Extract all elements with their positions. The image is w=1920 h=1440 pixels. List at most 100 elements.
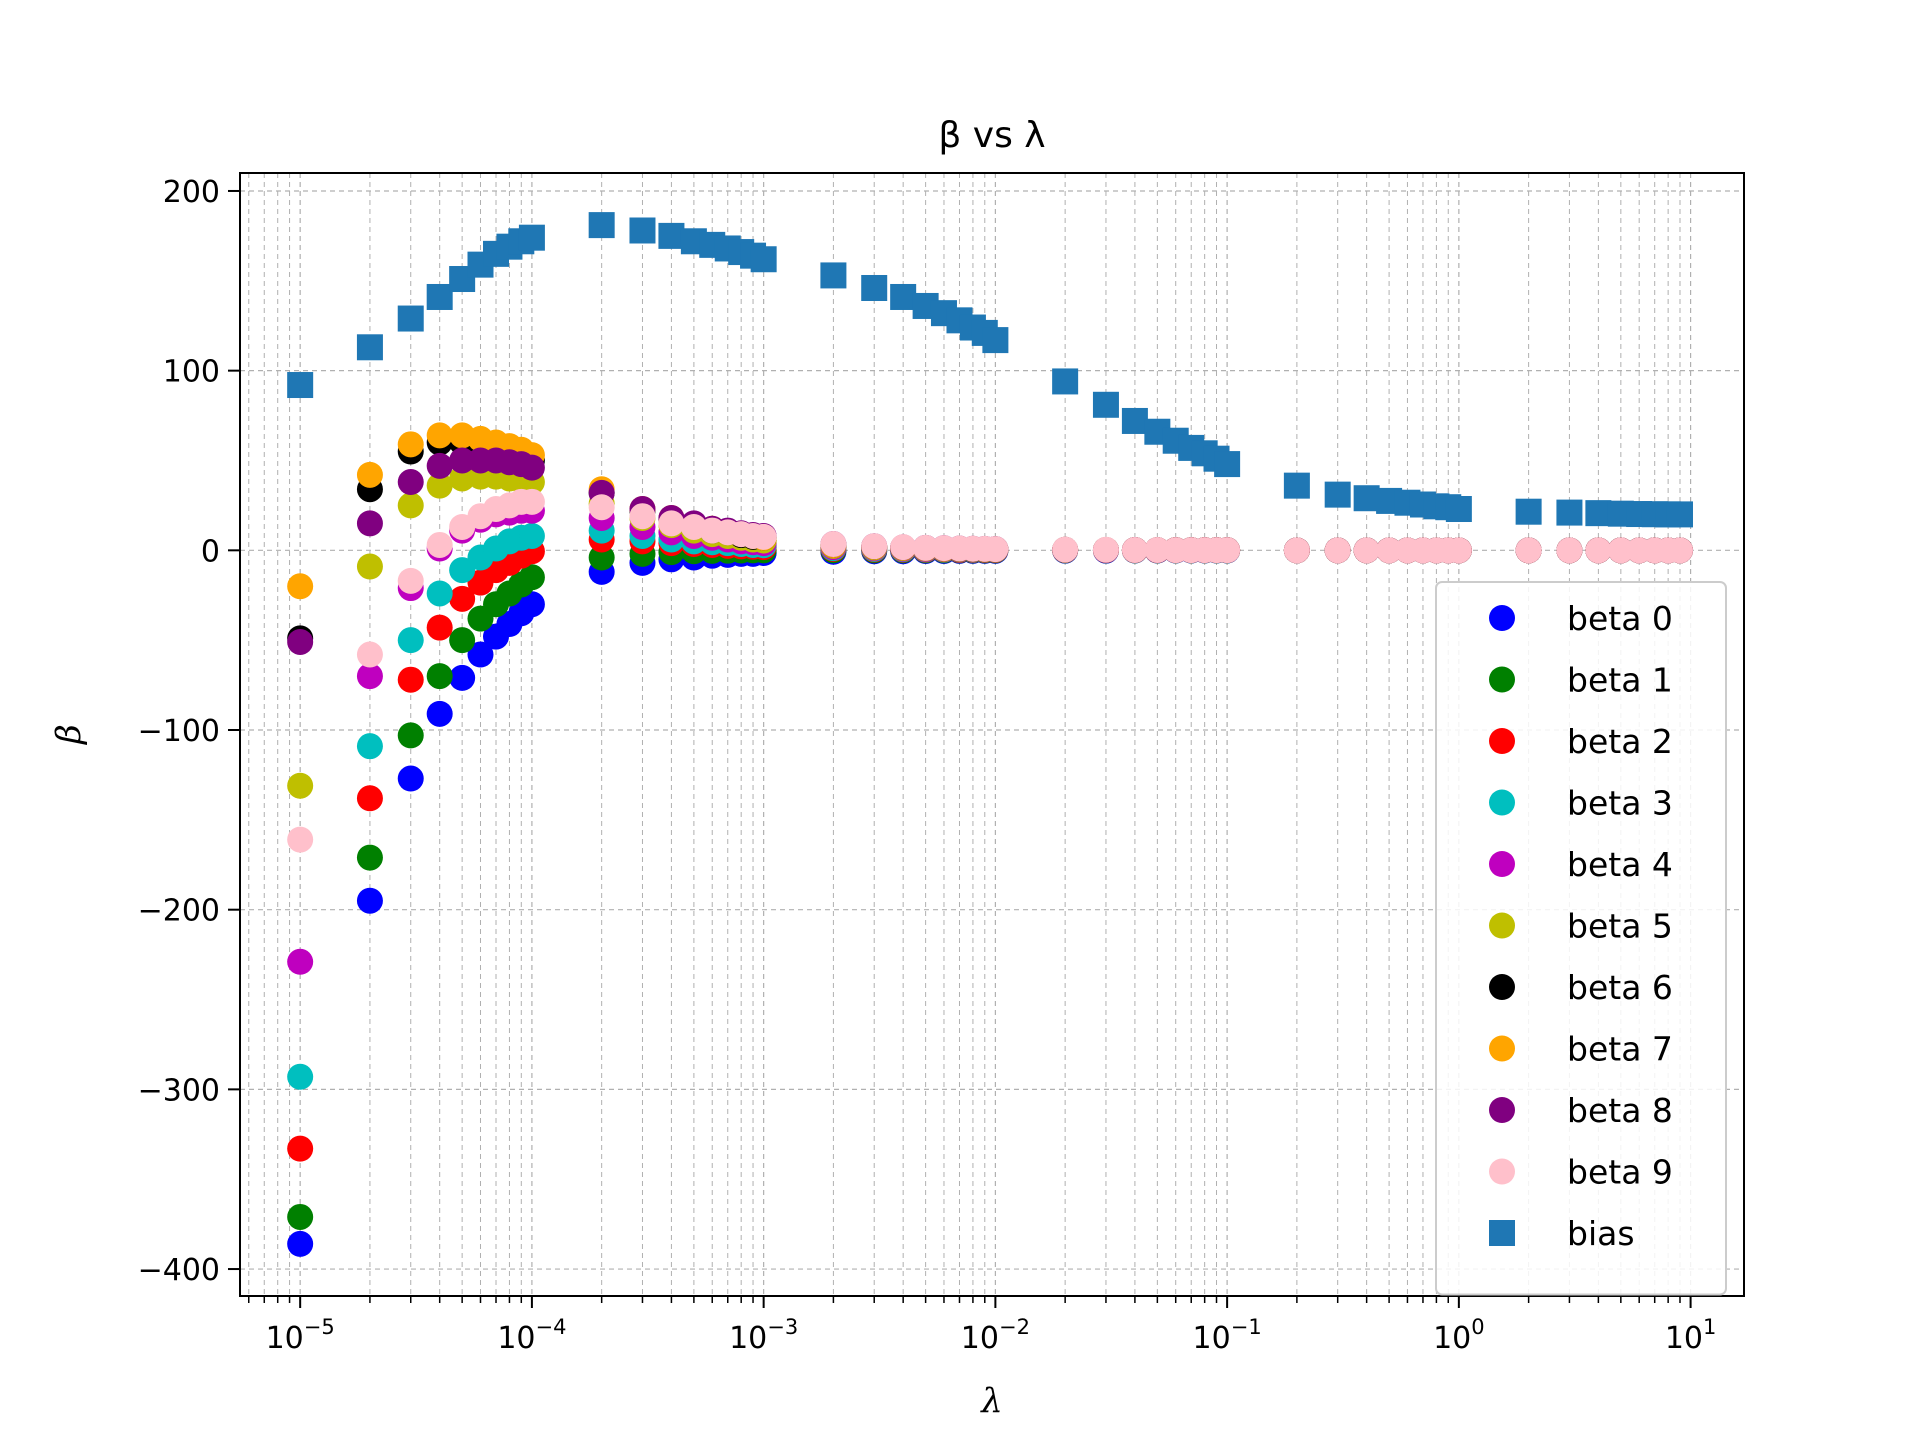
data-marks — [287, 212, 1693, 1257]
bias-marker — [1445, 496, 1472, 523]
x-axis-label: λ — [979, 1381, 1003, 1421]
point-marker — [467, 641, 494, 668]
point-marker — [356, 844, 383, 871]
point-marker — [287, 1135, 314, 1162]
legend-marker — [1489, 974, 1515, 1000]
point-marker — [426, 422, 453, 449]
point-marker — [1515, 537, 1542, 564]
point-marker — [890, 534, 917, 561]
bias-marker — [426, 283, 453, 310]
point-marker — [287, 1203, 314, 1230]
bias-marker — [658, 222, 685, 249]
legend-label: beta 1 — [1567, 661, 1673, 700]
legend-marker — [1489, 851, 1515, 877]
point-marker — [426, 580, 453, 607]
point-marker — [629, 503, 656, 530]
bias-marker — [1052, 368, 1079, 395]
point-marker — [356, 663, 383, 690]
legend-label: beta 0 — [1567, 599, 1673, 638]
point-marker — [287, 573, 314, 600]
point-marker — [1556, 537, 1583, 564]
y-tick-label: 100 — [163, 355, 220, 390]
legend-label: beta 8 — [1567, 1091, 1673, 1130]
point-marker — [287, 948, 314, 975]
axes: 10−5 10−4 10−3 10−2 10−1 100 101 200 100 0 −100 −20… — [138, 175, 1717, 1356]
point-marker — [861, 533, 888, 560]
legend-marker — [1489, 789, 1515, 816]
y-tick-label: −100 — [138, 714, 220, 749]
series-bias — [287, 212, 1693, 528]
y-tick-label: 0 — [201, 534, 220, 569]
point-marker — [449, 557, 476, 584]
bias-marker — [397, 305, 424, 332]
point-marker — [1353, 537, 1380, 564]
bias-marker — [1324, 481, 1351, 508]
point-marker — [356, 461, 383, 488]
x-tick-label: 101 — [1665, 1315, 1717, 1356]
bias-marker — [629, 217, 656, 244]
point-marker — [397, 722, 424, 749]
point-marker — [397, 492, 424, 519]
legend: beta 0 beta 1 beta 2 beta 3 beta 4 beta 5 beta… — [1435, 581, 1727, 1296]
legend-marker — [1489, 912, 1515, 939]
point-marker — [1445, 537, 1472, 564]
point-marker — [982, 536, 1009, 563]
legend-label: beta 2 — [1567, 722, 1673, 761]
point-marker — [518, 564, 545, 591]
point-marker — [1121, 536, 1148, 563]
bias-marker — [982, 327, 1009, 354]
point-marker — [1607, 537, 1634, 564]
point-marker — [356, 733, 383, 760]
legend-label: beta 4 — [1567, 845, 1673, 884]
point-marker — [426, 531, 453, 558]
point-marker — [449, 627, 476, 654]
point-marker — [397, 765, 424, 792]
point-marker — [287, 772, 314, 799]
point-marker — [356, 785, 383, 812]
bias-marker — [1353, 485, 1380, 512]
point-marker — [820, 531, 847, 558]
bias-marker — [1121, 407, 1148, 434]
legend-label: beta 9 — [1567, 1153, 1673, 1192]
bias-marker — [861, 274, 888, 301]
point-marker — [518, 591, 545, 618]
bias-marker — [1214, 451, 1241, 478]
point-marker — [397, 431, 424, 458]
point-marker — [426, 472, 453, 499]
y-tick-label: −400 — [138, 1253, 220, 1288]
point-marker — [1666, 537, 1693, 564]
bias-marker — [1585, 500, 1612, 527]
point-marker — [356, 641, 383, 668]
legend-label: beta 3 — [1567, 784, 1673, 823]
bias-marker — [1092, 391, 1119, 418]
point-marker — [1052, 536, 1079, 563]
point-marker — [287, 826, 314, 853]
x-tick-label: 10−1 — [1193, 1315, 1262, 1356]
legend-marker — [1489, 1158, 1515, 1185]
bias-marker — [1515, 498, 1542, 525]
point-marker — [518, 522, 545, 549]
x-tick-label: 100 — [1433, 1315, 1485, 1356]
point-marker — [449, 447, 476, 474]
legend-label: beta 5 — [1567, 907, 1673, 946]
series-beta-9 — [287, 488, 1693, 853]
legend-marker — [1489, 728, 1515, 754]
y-tick-label: 200 — [163, 175, 220, 210]
point-marker — [426, 663, 453, 690]
bias-marker — [890, 283, 917, 310]
point-marker — [287, 1230, 314, 1257]
point-marker — [518, 454, 545, 481]
x-tick-label: 10−5 — [266, 1315, 335, 1356]
legend-label: beta 7 — [1567, 1030, 1673, 1069]
point-marker — [426, 700, 453, 727]
bias-marker — [1666, 501, 1693, 528]
legend-marker — [1489, 1035, 1515, 1062]
point-marker — [1144, 536, 1171, 563]
legend-label: bias — [1567, 1214, 1635, 1253]
point-marker — [397, 666, 424, 693]
legend-marker — [1489, 666, 1515, 693]
y-axis-label: β — [49, 724, 89, 746]
bias-marker — [356, 334, 383, 361]
y-tick-label: −200 — [138, 894, 220, 929]
point-marker — [658, 510, 685, 537]
